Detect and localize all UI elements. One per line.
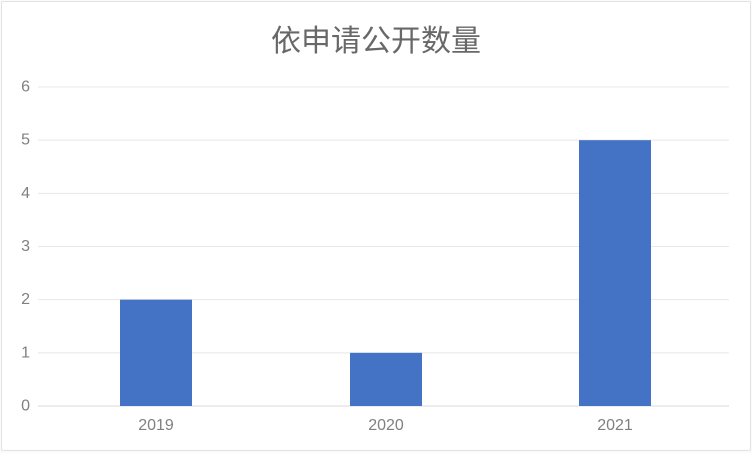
svg-text:6: 6	[21, 79, 30, 96]
svg-text:2021: 2021	[597, 417, 633, 434]
svg-text:2: 2	[21, 291, 30, 308]
svg-text:4: 4	[21, 185, 30, 202]
svg-text:3: 3	[21, 238, 30, 255]
svg-text:5: 5	[21, 132, 30, 149]
svg-text:1: 1	[21, 344, 30, 361]
svg-text:2019: 2019	[138, 417, 174, 434]
svg-text:2020: 2020	[368, 417, 404, 434]
svg-text:0: 0	[21, 398, 30, 415]
